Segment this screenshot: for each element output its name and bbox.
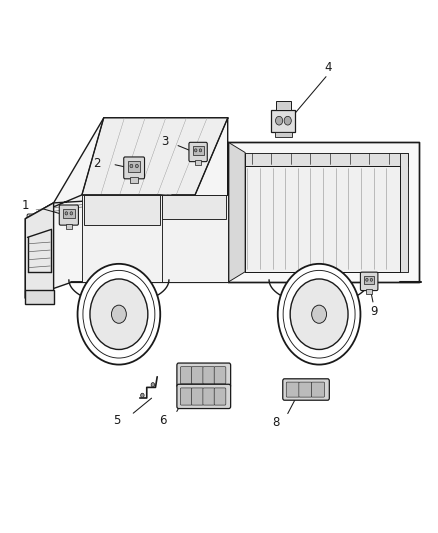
Bar <box>131 177 138 183</box>
Polygon shape <box>82 118 228 195</box>
Polygon shape <box>162 195 226 219</box>
Bar <box>364 276 374 285</box>
Polygon shape <box>245 152 408 166</box>
Circle shape <box>83 270 155 358</box>
Polygon shape <box>25 195 195 219</box>
Bar <box>128 161 141 172</box>
FancyBboxPatch shape <box>177 363 231 387</box>
FancyBboxPatch shape <box>124 157 145 179</box>
Text: 3: 3 <box>161 135 168 148</box>
FancyBboxPatch shape <box>214 367 226 384</box>
Circle shape <box>278 264 360 365</box>
Circle shape <box>78 264 160 365</box>
Text: 6: 6 <box>159 414 166 427</box>
FancyBboxPatch shape <box>203 388 215 405</box>
Circle shape <box>141 393 144 398</box>
Bar <box>276 101 290 110</box>
Polygon shape <box>228 142 419 282</box>
Polygon shape <box>228 142 245 282</box>
Bar <box>29 295 40 301</box>
Circle shape <box>135 164 138 168</box>
Bar <box>366 289 372 294</box>
Polygon shape <box>25 290 53 304</box>
Circle shape <box>199 149 202 152</box>
Text: 8: 8 <box>272 416 279 430</box>
Polygon shape <box>25 118 228 298</box>
Circle shape <box>290 279 348 350</box>
Polygon shape <box>245 166 399 272</box>
Text: 4: 4 <box>324 61 332 74</box>
FancyBboxPatch shape <box>59 205 78 225</box>
FancyBboxPatch shape <box>192 367 203 384</box>
FancyBboxPatch shape <box>203 367 215 384</box>
Bar <box>275 132 292 138</box>
FancyBboxPatch shape <box>214 388 226 405</box>
Text: 2: 2 <box>93 157 101 169</box>
Polygon shape <box>25 203 53 298</box>
FancyBboxPatch shape <box>286 382 299 397</box>
FancyBboxPatch shape <box>283 379 329 400</box>
Circle shape <box>130 164 133 168</box>
FancyBboxPatch shape <box>177 384 231 409</box>
Text: 1: 1 <box>21 199 29 212</box>
Polygon shape <box>399 152 408 272</box>
FancyBboxPatch shape <box>192 388 203 405</box>
Bar <box>66 223 72 229</box>
FancyBboxPatch shape <box>27 214 51 232</box>
FancyBboxPatch shape <box>360 272 378 290</box>
Circle shape <box>283 270 355 358</box>
Circle shape <box>151 383 155 387</box>
Circle shape <box>90 279 148 350</box>
Circle shape <box>111 305 126 324</box>
FancyBboxPatch shape <box>180 388 192 405</box>
Circle shape <box>65 212 68 215</box>
Circle shape <box>366 278 368 281</box>
Circle shape <box>70 212 73 215</box>
FancyBboxPatch shape <box>311 382 325 397</box>
Text: 5: 5 <box>113 414 120 427</box>
Bar <box>193 147 204 155</box>
FancyBboxPatch shape <box>180 367 192 384</box>
Circle shape <box>370 278 373 281</box>
Circle shape <box>284 116 291 125</box>
Bar <box>195 160 201 165</box>
Text: 9: 9 <box>370 305 377 318</box>
Circle shape <box>312 305 327 324</box>
Bar <box>63 209 74 219</box>
Circle shape <box>35 216 46 229</box>
Circle shape <box>276 116 283 125</box>
FancyBboxPatch shape <box>189 142 207 161</box>
Polygon shape <box>84 195 160 225</box>
Circle shape <box>194 149 197 152</box>
Bar <box>272 110 295 132</box>
Polygon shape <box>82 195 228 282</box>
FancyBboxPatch shape <box>299 382 312 397</box>
